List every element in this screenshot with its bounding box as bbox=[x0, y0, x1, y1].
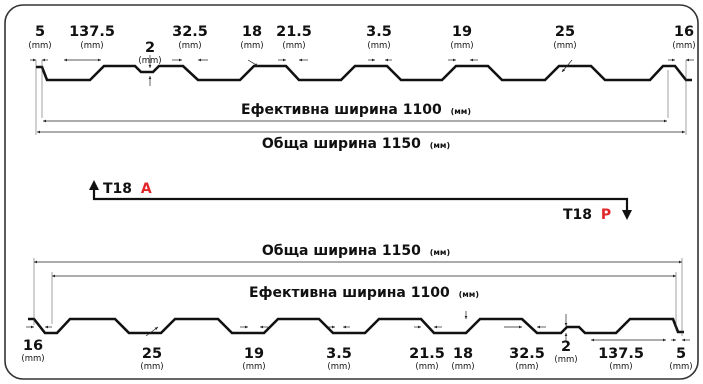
top-dim-unit: (mm) bbox=[138, 56, 161, 66]
bottom-dim-unit: (mm) bbox=[554, 355, 577, 365]
effective-width-unit: (мм) bbox=[459, 290, 479, 299]
svg-text:T18 A: T18 A bbox=[103, 181, 152, 197]
svg-text:Ефективна ширина 1100 (м: Ефективна ширина 1100 (мм) bbox=[249, 285, 479, 301]
top-dim-value: 19 bbox=[452, 24, 472, 40]
bottom-dim-unit: (mm) bbox=[515, 362, 538, 372]
laying-direction-arrow: T18 A T18 P bbox=[89, 180, 632, 223]
top-dim-value: 137.5 bbox=[69, 24, 115, 40]
diagram-frame bbox=[4, 4, 699, 380]
top-dim-unit: (mm) bbox=[553, 41, 576, 51]
top-dimension-labels: 5 (mm) 137.5 (mm) 2 (mm) 32.5 (mm) 18 (m… bbox=[28, 24, 695, 66]
bottom-dim-value: 5 bbox=[676, 346, 686, 362]
total-width-label: Обща ширина 1150 bbox=[262, 243, 421, 259]
bottom-dimension-labels: 16 (mm) 25 (mm) 19 (mm) 3.5 (mm) 21.5 (m… bbox=[21, 338, 692, 372]
top-dim-unit: (mm) bbox=[367, 41, 390, 51]
total-width-unit: (мм) bbox=[430, 141, 450, 150]
bottom-dim-unit: (mm) bbox=[669, 362, 692, 372]
top-dim-value: 18 bbox=[242, 24, 262, 40]
top-dim-value: 32.5 bbox=[172, 24, 208, 40]
total-width-unit: (мм) bbox=[430, 248, 450, 257]
top-dim-value: 5 bbox=[35, 24, 45, 40]
bottom-dim-unit: (mm) bbox=[609, 362, 632, 372]
svg-text:Ефективна ширина 1100 (м: Ефективна ширина 1100 (мм) bbox=[241, 102, 471, 118]
top-effective-width: Ефективна ширина 1100 (мм) bbox=[241, 102, 471, 118]
top-dim-unit: (mm) bbox=[28, 41, 51, 51]
bottom-dim-value: 137.5 bbox=[598, 346, 644, 362]
start-tag-prefix: T18 bbox=[103, 181, 132, 197]
bottom-dim-unit: (mm) bbox=[415, 362, 438, 372]
start-tag-letter: A bbox=[141, 181, 152, 197]
effective-width-label: Ефективна ширина 1100 bbox=[241, 102, 442, 118]
bottom-dim-value: 25 bbox=[142, 346, 162, 362]
bottom-dim-unit: (mm) bbox=[140, 362, 163, 372]
bottom-dim-unit: (mm) bbox=[242, 362, 265, 372]
bottom-dim-value: 18 bbox=[453, 346, 473, 362]
bottom-dimension-lines bbox=[26, 258, 690, 342]
top-dim-unit: (mm) bbox=[282, 41, 305, 51]
top-dim-value: 16 bbox=[674, 24, 694, 40]
top-dim-value: 3.5 bbox=[366, 24, 392, 40]
top-sheet-profile bbox=[36, 64, 692, 82]
bottom-effective-width: Ефективна ширина 1100 (мм) bbox=[249, 285, 479, 301]
top-dim-unit: (mm) bbox=[178, 41, 201, 51]
top-dim-unit: (mm) bbox=[80, 41, 103, 51]
bottom-dim-unit: (mm) bbox=[327, 362, 350, 372]
bottom-dim-value: 19 bbox=[244, 346, 264, 362]
top-dimension-lines bbox=[30, 55, 694, 135]
bottom-sheet-profile bbox=[28, 317, 684, 335]
bottom-dim-unit: (mm) bbox=[21, 354, 44, 364]
svg-text:T18 P: T18 P bbox=[563, 207, 611, 223]
total-width-label: Обща ширина 1150 bbox=[262, 136, 421, 152]
end-tag-letter: P bbox=[601, 207, 611, 223]
bottom-dim-value: 32.5 bbox=[509, 346, 545, 362]
top-dim-value: 21.5 bbox=[276, 24, 312, 40]
top-dim-unit: (mm) bbox=[672, 41, 695, 51]
top-dim-value: 25 bbox=[555, 24, 575, 40]
bottom-dim-value: 2 bbox=[561, 339, 571, 355]
top-dim-value: 2 bbox=[145, 40, 155, 56]
top-dim-unit: (mm) bbox=[240, 41, 263, 51]
bottom-total-width: Обща ширина 1150 (мм) bbox=[262, 243, 450, 259]
end-tag-prefix: T18 bbox=[563, 207, 592, 223]
svg-text:Обща ширина 1150 (мм): Обща ширина 1150 (мм) bbox=[262, 243, 450, 259]
bottom-dim-value: 3.5 bbox=[326, 346, 352, 362]
bottom-dim-value: 16 bbox=[23, 338, 43, 354]
bottom-dim-value: 21.5 bbox=[409, 346, 445, 362]
svg-text:Обща ширина 1150 (мм): Обща ширина 1150 (мм) bbox=[262, 136, 450, 152]
top-total-width: Обща ширина 1150 (мм) bbox=[262, 136, 450, 152]
effective-width-label: Ефективна ширина 1100 bbox=[249, 285, 450, 301]
effective-width-unit: (мм) bbox=[451, 107, 471, 116]
top-dim-unit: (mm) bbox=[450, 41, 473, 51]
bottom-dim-unit: (mm) bbox=[451, 362, 474, 372]
